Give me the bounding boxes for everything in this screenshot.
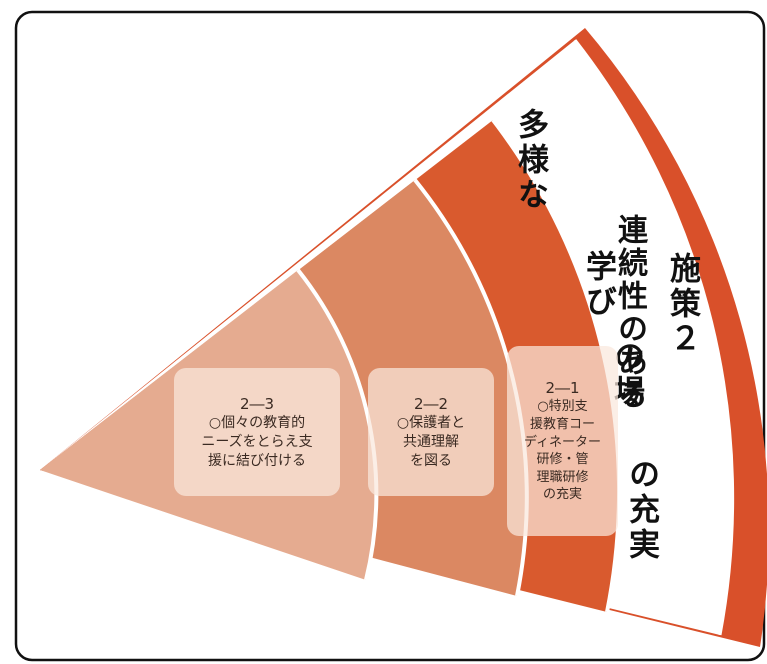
item-2-1-line: ディネーター <box>523 434 602 450</box>
item-2-3-line: ニーズをとらえ支 <box>201 433 313 450</box>
item-2-1-line: 理職研修 <box>536 469 589 485</box>
item-2-2-line: 共通理解 <box>403 433 459 450</box>
item-2-1-number: 2―1 <box>545 379 580 398</box>
item-2-3-line: 援に結び付ける <box>208 452 306 469</box>
title-column-1: 多様な <box>512 108 548 213</box>
item-2-2-line: を図る <box>410 452 452 469</box>
item-2-1-card: 2―1 ○特別支 援教育コー ディネーター 研修・管 理職研修 の充実 <box>507 346 618 536</box>
title-column-6: 施策２ <box>664 252 700 357</box>
title-column-4: の充実 <box>623 458 659 563</box>
divider-3 <box>296 268 379 581</box>
item-2-2-card: 2―2 ○保護者と 共通理解 を図る <box>368 368 494 496</box>
title-column-5: 連続性のある <box>612 214 647 412</box>
item-2-2-number: 2―2 <box>413 394 449 413</box>
title-column-2: 学び <box>580 250 616 320</box>
item-2-1-line: 研修・管 <box>536 452 589 468</box>
item-2-1-line: の充実 <box>542 487 582 503</box>
item-2-3-line: ○個々の教育的 <box>208 414 306 431</box>
item-2-2-line: ○保護者と <box>396 414 466 431</box>
item-2-1-line: ○特別支 <box>537 399 588 415</box>
item-2-1-line: 援教育コー <box>529 417 595 433</box>
item-2-3-number: 2―3 <box>239 394 275 413</box>
divider-outer <box>573 39 735 636</box>
item-2-3-card: 2―3 ○個々の教育的 ニーズをとらえ支 援に結び付ける <box>174 368 340 496</box>
